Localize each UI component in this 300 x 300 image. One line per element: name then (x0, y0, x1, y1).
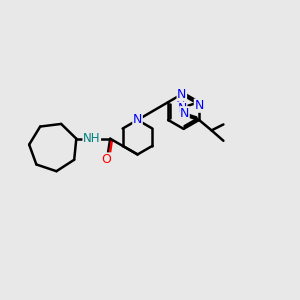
Text: N: N (133, 113, 142, 127)
Text: NH: NH (83, 132, 100, 145)
Text: N: N (177, 102, 187, 115)
Text: O: O (102, 153, 112, 166)
Text: N: N (176, 100, 185, 113)
Text: N: N (180, 107, 189, 120)
Text: N: N (194, 99, 204, 112)
Text: N: N (177, 88, 187, 101)
